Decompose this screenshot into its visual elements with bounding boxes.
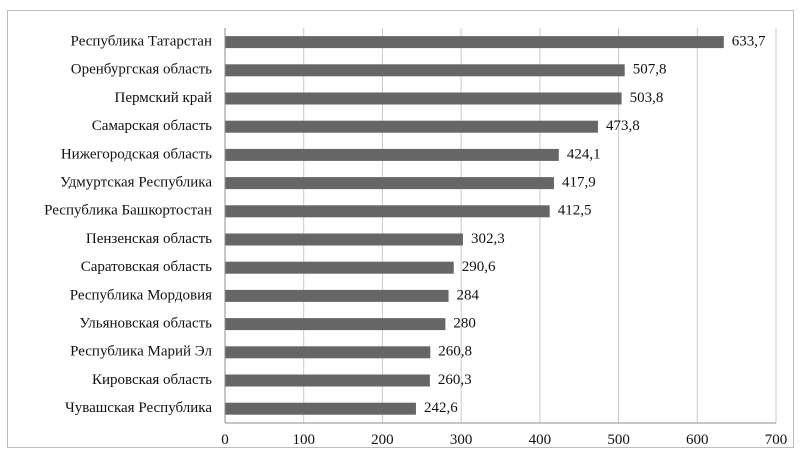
data-label: 473,8 [606, 118, 640, 134]
data-label: 290,6 [462, 259, 496, 275]
data-label: 424,1 [567, 146, 601, 162]
chart-border [7, 10, 794, 448]
x-tick-label: 500 [607, 432, 630, 448]
data-label: 503,8 [630, 90, 664, 106]
category-label: Республика Башкортостан [44, 203, 212, 219]
bar [225, 120, 598, 133]
data-label: 302,3 [471, 231, 505, 247]
data-label: 280 [453, 316, 476, 332]
x-tick-label: 600 [686, 432, 709, 448]
gridlines [303, 28, 777, 423]
data-label: 260,8 [438, 344, 472, 360]
bars [225, 36, 724, 415]
data-label: 633,7 [732, 34, 766, 50]
data-label: 284 [457, 287, 480, 303]
category-label: Республика Мордовия [70, 287, 212, 303]
category-label: Нижегородская область [61, 146, 212, 162]
bar [225, 261, 454, 274]
bar [225, 148, 559, 161]
x-tick-label: 700 [765, 432, 788, 448]
bar [225, 92, 622, 105]
category-labels: Республика Татарстан Оренбургская область… [44, 34, 212, 417]
bar [225, 374, 430, 387]
data-label: 417,9 [562, 175, 596, 191]
data-label: 242,6 [424, 400, 458, 416]
bar [225, 346, 431, 359]
x-tick-label: 100 [292, 432, 315, 448]
data-labels: 633,7 507,8 503,8 473,8 424,1 417,9 412,5 302,3… [424, 34, 766, 417]
category-label: Пермский край [115, 90, 212, 106]
bar [225, 205, 550, 218]
category-label: Ульяновская область [79, 316, 212, 332]
category-label: Оренбургская область [71, 62, 212, 78]
data-label: 260,3 [438, 372, 472, 388]
data-label: 412,5 [558, 203, 592, 219]
x-tick-label: 0 [221, 432, 229, 448]
x-tick-label: 200 [371, 432, 394, 448]
x-tick-label: 400 [529, 432, 552, 448]
x-tick-label: 300 [450, 432, 473, 448]
x-axis-ticks: 0 100 200 300 400 500 600 700 [221, 432, 787, 448]
category-label: Удмуртская Республика [60, 175, 212, 191]
bar [225, 289, 449, 302]
category-label: Саратовская область [81, 259, 212, 275]
category-label: Республика Марий Эл [70, 344, 212, 360]
bar [225, 318, 446, 331]
bar [225, 36, 724, 49]
bar [225, 233, 463, 246]
category-label: Чувашская Республика [65, 400, 212, 416]
bar [225, 64, 625, 77]
category-label: Пензенская область [86, 231, 212, 247]
category-label: Самарская область [92, 118, 212, 134]
bar [225, 402, 416, 415]
category-label: Кировская область [92, 372, 212, 388]
category-label: Республика Татарстан [71, 34, 212, 50]
data-label: 507,8 [633, 62, 667, 78]
bar [225, 177, 554, 190]
